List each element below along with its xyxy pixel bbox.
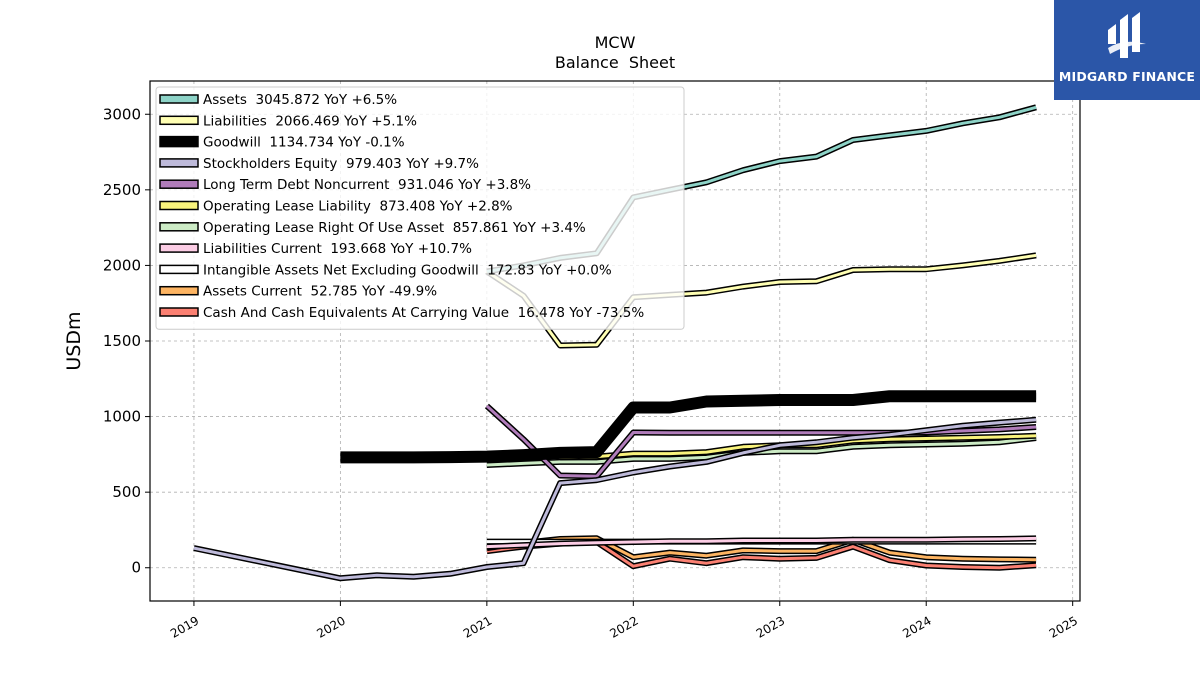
- legend-swatch: [159, 200, 199, 211]
- series-line-8: [486, 535, 1037, 550]
- legend-box: [155, 86, 685, 330]
- x-tick-label: 2019: [168, 613, 201, 640]
- legend-label: Cash And Cash Equivalents At Carrying Va…: [203, 305, 644, 321]
- x-tick-label: 2025: [1047, 613, 1080, 640]
- series-stroke: [486, 253, 1037, 347]
- legend-swatch: [159, 115, 199, 126]
- x-tick-label: 2022: [607, 613, 640, 640]
- legend-swatch: [159, 307, 199, 317]
- series-stroke: [193, 418, 1037, 580]
- y-axis-label: USDm: [63, 311, 85, 370]
- legend-swatch: [159, 179, 199, 189]
- legend-label: Intangible Assets Net Excluding Goodwill…: [203, 262, 612, 278]
- series-line-4: [193, 416, 1037, 582]
- series-lines: [193, 104, 1037, 582]
- x-tick-label: 2023: [754, 613, 787, 640]
- series-line-2: [485, 252, 1037, 349]
- chart-title: MCW: [595, 33, 636, 52]
- x-axis-ticks: 2019 2020 2021 2022 2023 2024 2025: [168, 601, 1080, 641]
- y-tick-label: 2000: [103, 256, 141, 274]
- legend-swatch: [159, 135, 199, 148]
- y-axis-ticks: 0 500 1000 1500 2000 2500 3000: [103, 105, 150, 577]
- legend-label: Liabilities 2066.469 YoY +5.1%: [203, 113, 417, 129]
- legend-label: Assets 3045.872 YoY +6.5%: [203, 92, 397, 108]
- legend-label: Assets Current 52.785 YoY -49.9%: [203, 284, 437, 300]
- logo-text: MIDGARD FINANCE: [1058, 69, 1196, 84]
- y-tick-label: 500: [112, 483, 141, 501]
- series-line-3: [340, 390, 1037, 464]
- series-stroke: [340, 392, 1037, 461]
- series-stroke: [485, 404, 1037, 478]
- logo-mark-icon: [1108, 12, 1146, 58]
- legend-swatch: [159, 158, 199, 168]
- y-tick-label: 1500: [103, 332, 141, 350]
- legend-swatch: [159, 94, 199, 104]
- legend-swatch: [159, 285, 199, 296]
- y-tick-label: 2500: [103, 181, 141, 199]
- x-tick-label: 2020: [314, 613, 347, 640]
- y-tick-label: 3000: [103, 105, 141, 123]
- legend-swatch: [159, 222, 199, 232]
- x-tick-label: 2021: [461, 613, 494, 640]
- x-tick-label: 2024: [900, 613, 933, 640]
- legend-swatch: [159, 243, 199, 253]
- midgard-finance-logo: MIDGARD FINANCE: [1054, 0, 1200, 100]
- legend: Assets 3045.872 YoY +6.5% Liabilities 206…: [155, 86, 685, 330]
- legend-label: Operating Lease Liability 873.408 YoY +2…: [203, 199, 513, 215]
- series-line-5: [484, 403, 1037, 480]
- series-stroke: [486, 536, 1037, 549]
- y-tick-label: 0: [131, 559, 141, 577]
- legend-label: Operating Lease Right Of Use Asset 857.8…: [203, 220, 586, 236]
- legend-label: Liabilities Current 193.668 YoY +10.7%: [203, 241, 472, 257]
- legend-swatch: [159, 264, 199, 275]
- legend-label: Long Term Debt Noncurrent 931.046 YoY +3…: [203, 177, 531, 193]
- y-tick-label: 1000: [103, 408, 141, 426]
- chart-subtitle: Balance Sheet: [555, 53, 675, 72]
- legend-label: Goodwill 1134.734 YoY -0.1%: [203, 135, 405, 151]
- legend-label: Stockholders Equity 979.403 YoY +9.7%: [203, 156, 479, 172]
